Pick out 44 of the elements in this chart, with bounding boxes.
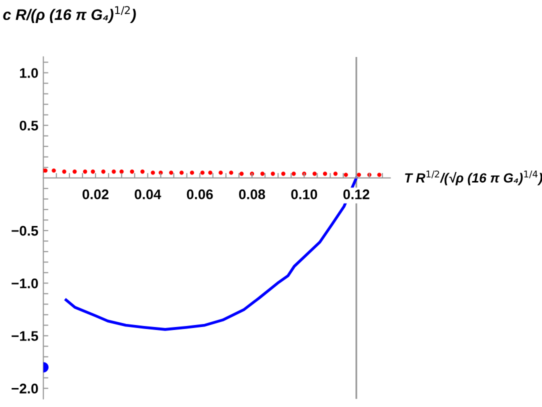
- x-tick-label: 0.04: [134, 189, 162, 200]
- y-axis-title: c R/(ρ (16 π G₄)$^{1/2}$): [3, 6, 136, 24]
- point: [292, 172, 296, 176]
- point: [190, 170, 194, 175]
- point: [322, 172, 328, 176]
- point: [72, 170, 77, 174]
- x-axis-title: T R$^{1/2}$/(√ρ (16 π G₄)$^{1/4}$): [405, 170, 542, 186]
- y-tick-label: −1.0: [12, 278, 38, 288]
- point: [377, 172, 382, 177]
- x-tick-label: 0.02: [82, 189, 108, 200]
- x-tick-label: 0.12: [343, 189, 370, 200]
- y-tick-label: −1.5: [12, 331, 38, 341]
- point: [208, 170, 212, 175]
- x-tick-label: 0.06: [186, 189, 213, 200]
- y-tick-label: −2.0: [12, 384, 38, 394]
- point: [260, 172, 265, 176]
- point: [356, 172, 362, 177]
- point: [239, 172, 244, 176]
- point: [229, 170, 234, 175]
- x-tick-label: 0.08: [239, 189, 266, 200]
- point: [218, 170, 223, 175]
- point: [62, 170, 66, 174]
- point: [281, 172, 286, 176]
- point: [83, 170, 88, 174]
- point: [270, 172, 275, 176]
- y-tick-label: 0.5: [20, 120, 38, 131]
- point: [169, 170, 174, 175]
- y-tick-label: 1.0: [20, 68, 38, 78]
- point: [344, 172, 348, 177]
- point: [140, 170, 145, 174]
- point: [120, 170, 124, 174]
- point: [150, 170, 155, 175]
- point: [312, 172, 317, 176]
- point: [180, 170, 184, 175]
- point: [43, 168, 48, 173]
- y-tick-label: −0.5: [12, 226, 38, 236]
- point: [333, 172, 338, 176]
- point: [200, 170, 205, 175]
- point: [52, 168, 56, 173]
- point: [101, 170, 106, 174]
- x-tick-label: 0.10: [291, 189, 318, 200]
- point: [112, 170, 116, 174]
- point: [130, 170, 134, 174]
- point: [90, 170, 95, 174]
